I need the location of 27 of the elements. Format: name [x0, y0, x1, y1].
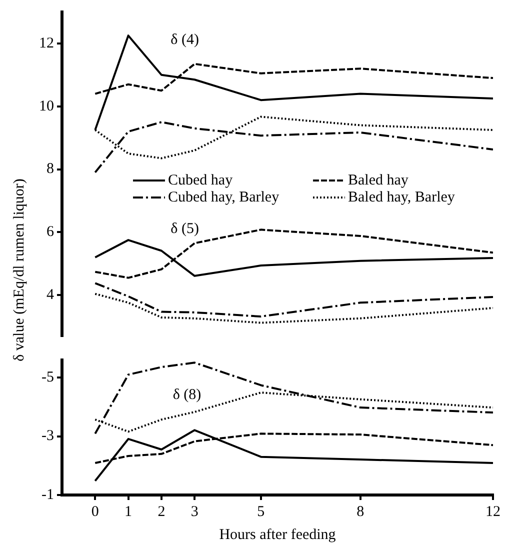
legend-label: Baled hay, Barley — [348, 189, 456, 206]
x-axis-title: Hours after feeding — [219, 526, 336, 543]
x-tick-label: 8 — [356, 504, 364, 520]
y-tick-label: -3 — [42, 428, 54, 444]
x-tick-label: 2 — [158, 504, 166, 520]
y-tick-label: 6 — [46, 224, 54, 240]
y-tick-label: 10 — [39, 98, 54, 114]
x-tick-label: 1 — [124, 504, 132, 520]
annotation: δ (8) — [172, 387, 202, 404]
legend-label: Cubed hay, Barley — [168, 189, 280, 206]
x-tick-label: 3 — [190, 504, 198, 520]
y-tick-label: -5 — [42, 370, 54, 386]
y-tick-label: 4 — [46, 287, 54, 304]
line-series — [94, 292, 493, 324]
annotation: δ (4) — [170, 32, 199, 48]
line-series — [94, 362, 493, 435]
x-tick-label: 0 — [91, 504, 99, 520]
legend-label: Cubed hay — [168, 172, 234, 188]
annotation: δ (5) — [170, 221, 199, 238]
line-series — [94, 282, 493, 318]
y-tick-label: -1 — [42, 486, 54, 503]
x-tick-label: 5 — [257, 504, 265, 520]
x-tick-label: 12 — [486, 504, 500, 520]
y-tick-label: 8 — [46, 161, 54, 178]
legend-label: Baled hay — [348, 172, 409, 188]
y-tick-label: 12 — [39, 35, 54, 52]
y-axis-title: δ value (mEq/dl rumen liquor) — [12, 178, 28, 362]
